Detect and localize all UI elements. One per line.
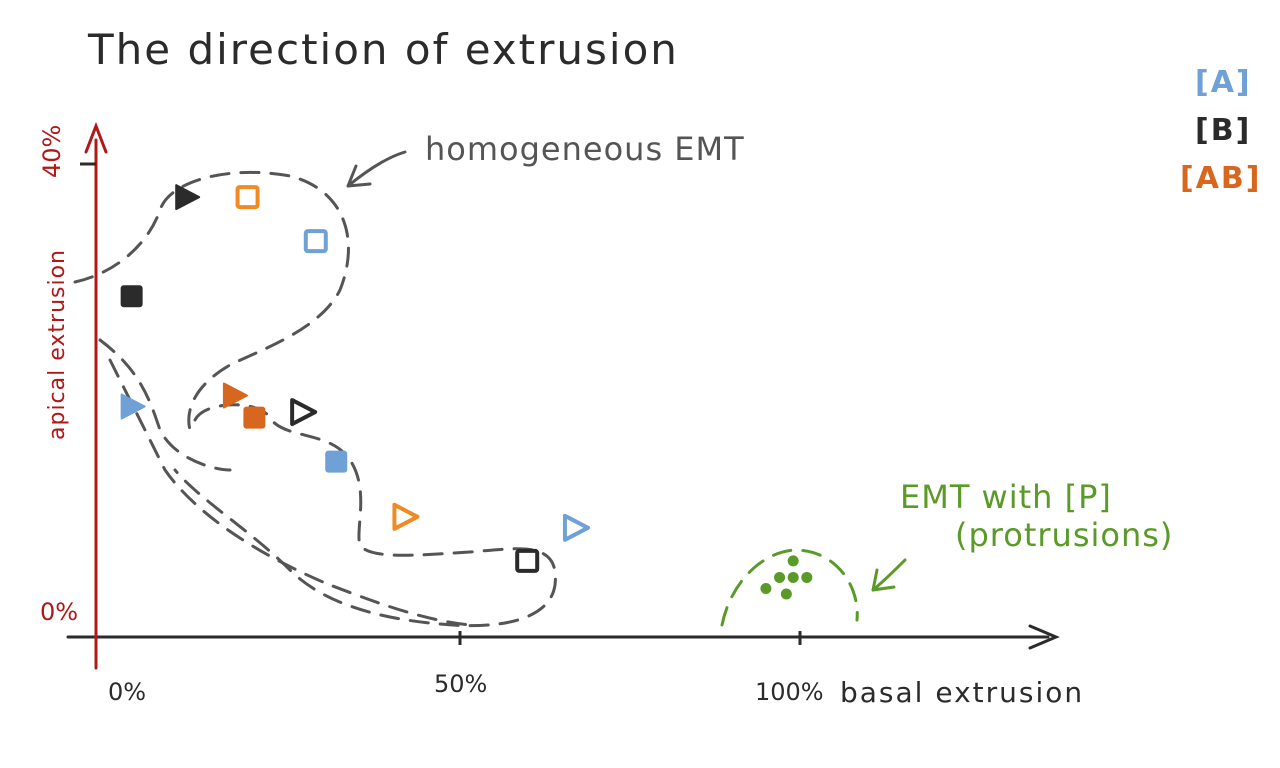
data-point-p-17 xyxy=(780,588,792,600)
cluster-outlines xyxy=(73,170,859,628)
outline-middle-loop xyxy=(173,403,557,628)
annotation-protrusions: (protrusions) xyxy=(955,516,1173,554)
data-point-b-3 xyxy=(120,285,143,308)
legend-entry-ab: [AB] xyxy=(1180,161,1262,196)
outline-lower-loop xyxy=(108,358,472,627)
x-tick-50: 50% xyxy=(434,670,487,698)
data-point-p-15 xyxy=(801,571,813,583)
data-point-p-14 xyxy=(787,571,799,583)
data-point-b-7 xyxy=(290,398,318,427)
legend: [A] [B] [AB] xyxy=(1180,65,1262,196)
x-tick-0: 0% xyxy=(108,678,146,706)
y-tick-0: 0% xyxy=(40,598,78,626)
data-point-ab-9 xyxy=(392,502,420,531)
y-tick-40: 40% xyxy=(38,125,66,178)
data-point-ab-5 xyxy=(222,382,248,409)
outline-homogeneous-emt xyxy=(73,170,350,432)
y-axis xyxy=(80,121,108,670)
outline-protrusions xyxy=(720,548,859,627)
y-axis-label: apical extrusion xyxy=(45,249,70,440)
data-point-b-11 xyxy=(515,548,540,573)
legend-entry-b: [B] xyxy=(1195,113,1251,148)
data-point-ab-6 xyxy=(243,406,266,429)
data-point-p-16 xyxy=(760,582,772,594)
arrow-protrusions xyxy=(871,558,907,592)
annotation-homogeneous-emt: homogeneous EMT xyxy=(425,130,745,168)
data-point-p-12 xyxy=(787,555,799,567)
arrow-homogeneous-emt xyxy=(346,150,407,188)
data-point-a-10 xyxy=(562,513,590,542)
x-tick-100: 100% xyxy=(755,678,824,706)
annotation-emt-with-p: EMT with [P] xyxy=(900,478,1112,516)
data-point-a-2 xyxy=(303,229,328,254)
data-point-a-8 xyxy=(325,450,348,473)
chart-title: The direction of extrusion xyxy=(87,25,679,74)
x-axis xyxy=(66,624,1060,650)
x-axis-label: basal extrusion xyxy=(840,676,1084,709)
data-point-ab-1 xyxy=(235,185,260,210)
outline-upper-loop xyxy=(98,338,232,472)
data-point-a-4 xyxy=(120,393,146,420)
data-point-b-0 xyxy=(175,184,201,211)
legend-entry-a: [A] xyxy=(1195,65,1252,100)
data-point-p-13 xyxy=(774,571,786,583)
data-points xyxy=(120,184,813,600)
